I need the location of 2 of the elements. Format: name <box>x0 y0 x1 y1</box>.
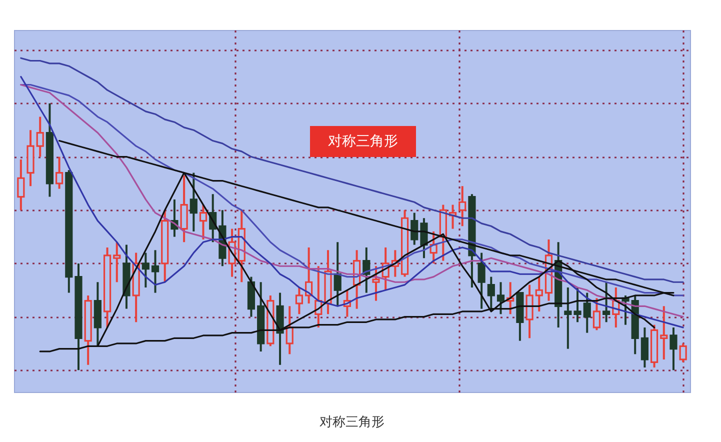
annotation: 对称三角形 <box>328 134 398 150</box>
text: 对称三角形 <box>320 415 384 430</box>
